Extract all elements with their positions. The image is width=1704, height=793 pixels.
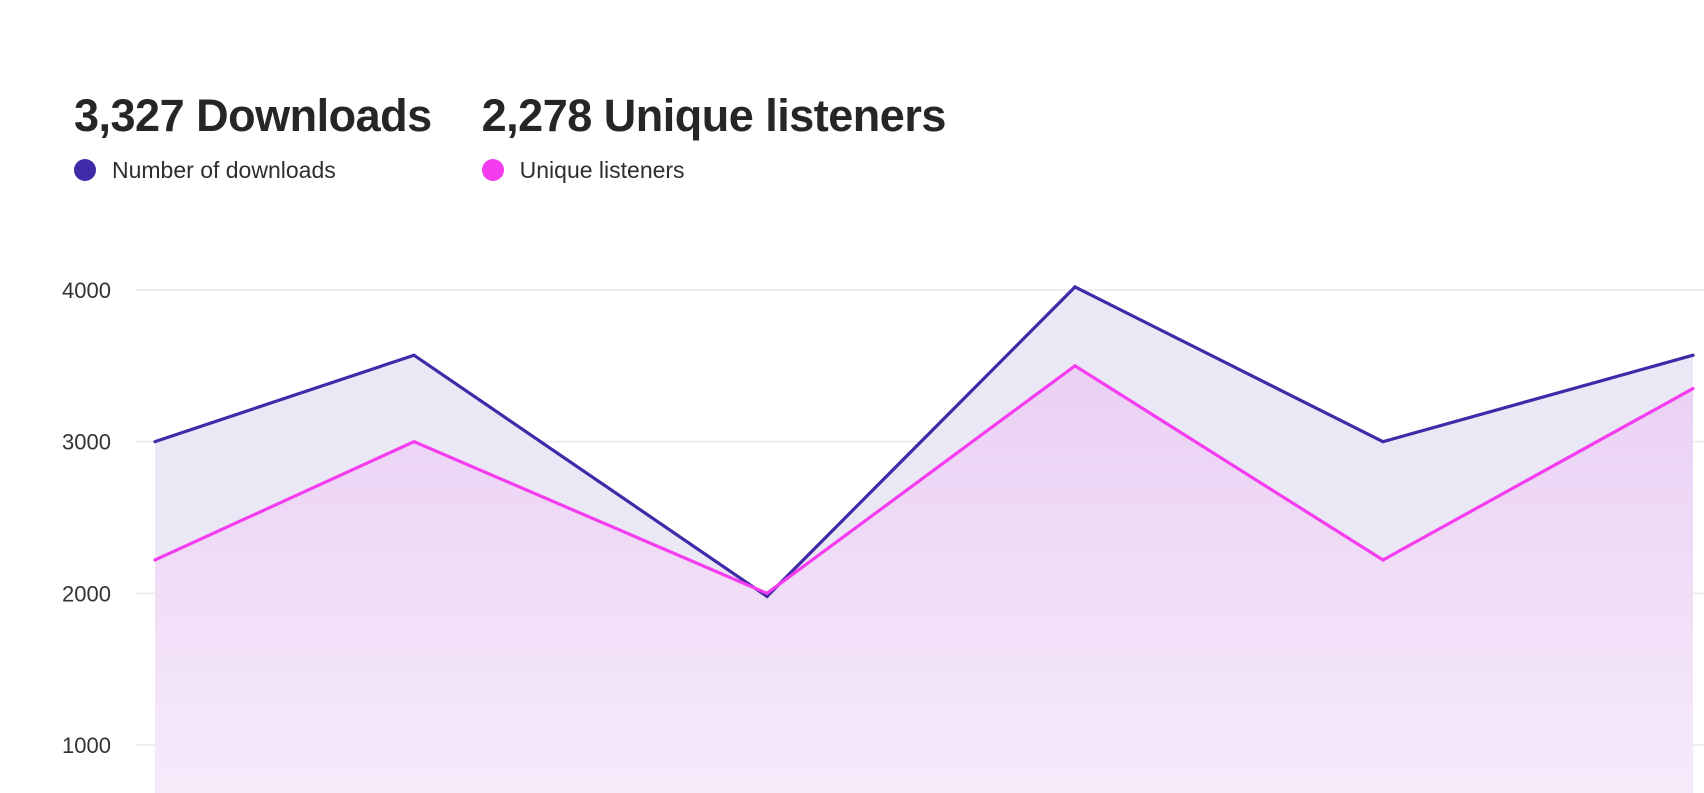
listeners-legend-dot-icon [481, 159, 504, 181]
series-lines [153, 285, 1695, 599]
y-tick-label: 2000 [62, 581, 111, 606]
legend-item-listeners: Unique listeners [481, 156, 946, 184]
listeners-headline: 2,278 Unique listeners [481, 88, 947, 144]
downloads-point-2 [412, 353, 416, 357]
downloads-summary: 3,327 Downloads Number of downloads [74, 88, 432, 184]
legend-item-downloads: Number of downloads [74, 156, 432, 184]
series-areas [155, 286, 1693, 793]
downloads-title: Downloads [196, 90, 432, 141]
summary-stats: 3,327 Downloads Number of downloads 2,27… [74, 88, 946, 184]
legend-label-downloads: Number of downloads [112, 157, 336, 183]
downloads-point-3 [765, 594, 769, 598]
downloads-headline: 3,327 Downloads [74, 88, 432, 144]
legend-label-listeners: Unique listeners [519, 157, 685, 183]
downloads-point-4 [1073, 285, 1077, 289]
line-downloads [154, 285, 1694, 599]
listeners-point-1 [153, 558, 157, 562]
listeners-summary: 2,278 Unique listeners Unique listeners [481, 88, 947, 184]
listeners-point-3 [765, 591, 769, 595]
listeners-point-5 [1381, 558, 1385, 562]
y-tick-label: 4000 [62, 278, 111, 303]
area-listeners [155, 365, 1693, 793]
listeners-point-4 [1073, 364, 1077, 368]
y-axis-ticks: 1000 2000 3000 4000 [62, 278, 111, 758]
downloads-point-6 [1691, 353, 1695, 357]
listeners-total: 2,278 [481, 90, 593, 141]
downloads-point-5 [1381, 440, 1385, 444]
listeners-point-2 [412, 440, 416, 444]
y-tick-label: 1000 [62, 733, 111, 758]
downloads-legend-dot-icon [74, 159, 96, 181]
downloads-point-1 [153, 440, 157, 444]
line-listeners [154, 363, 1694, 596]
listeners-point-6 [1691, 386, 1695, 391]
listeners-title: Unique listeners [603, 90, 947, 141]
downloads-total: 3,327 [74, 90, 185, 141]
y-tick-label: 3000 [62, 430, 111, 455]
